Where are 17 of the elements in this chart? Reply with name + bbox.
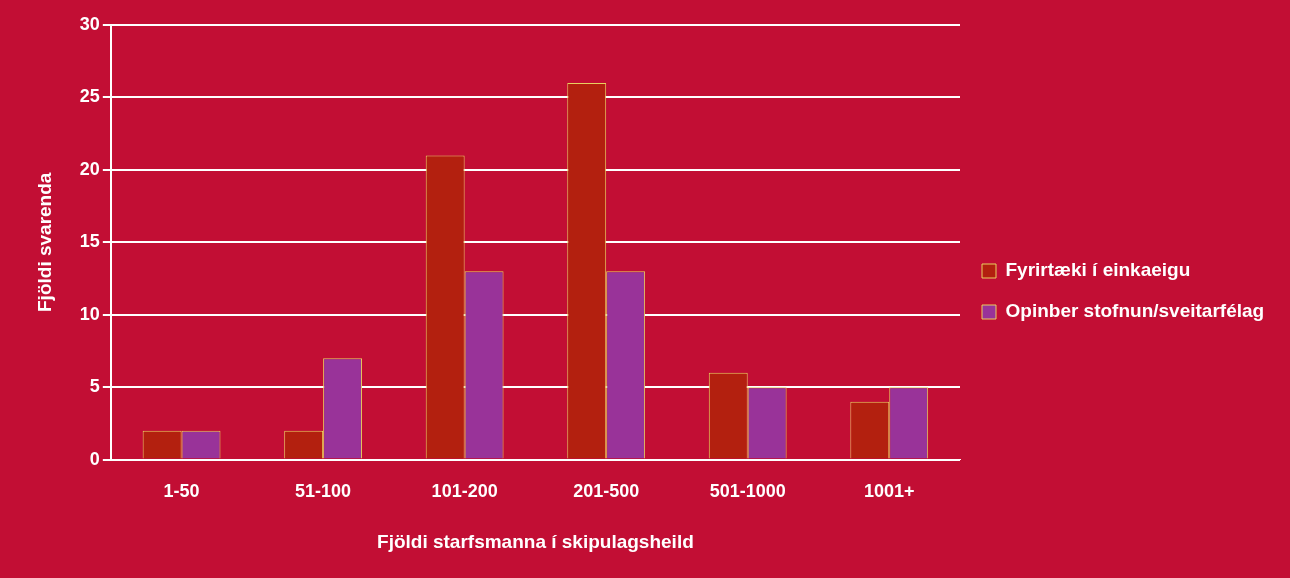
x-tick-label: 501-1000 — [709, 481, 786, 502]
y-tick-label: 25 — [79, 86, 100, 107]
x-tick-label: 1001+ — [863, 481, 915, 502]
x-tick-label: 101-200 — [431, 481, 498, 502]
x-tick-label: 51-100 — [295, 481, 352, 502]
y-tick-label: 20 — [79, 158, 100, 179]
y-tick-label: 0 — [89, 448, 100, 469]
y-tick-label: 15 — [79, 231, 100, 252]
legend-label: Fyrirtæki í einkaeigu — [1005, 259, 1191, 281]
x-axis-title: Fjöldi starfsmanna í skipulagsheild — [377, 530, 694, 552]
legend-label: Opinber stofnun/sveitarfélag — [1005, 300, 1265, 322]
x-tick-label: 201-500 — [573, 481, 640, 502]
y-tick-label: 5 — [89, 376, 100, 397]
y-tick-label: 30 — [79, 13, 100, 34]
y-tick-label: 10 — [79, 303, 100, 324]
y-axis-title: Fjöldi svarenda — [33, 172, 55, 312]
x-tick-label: 1-50 — [163, 481, 200, 502]
